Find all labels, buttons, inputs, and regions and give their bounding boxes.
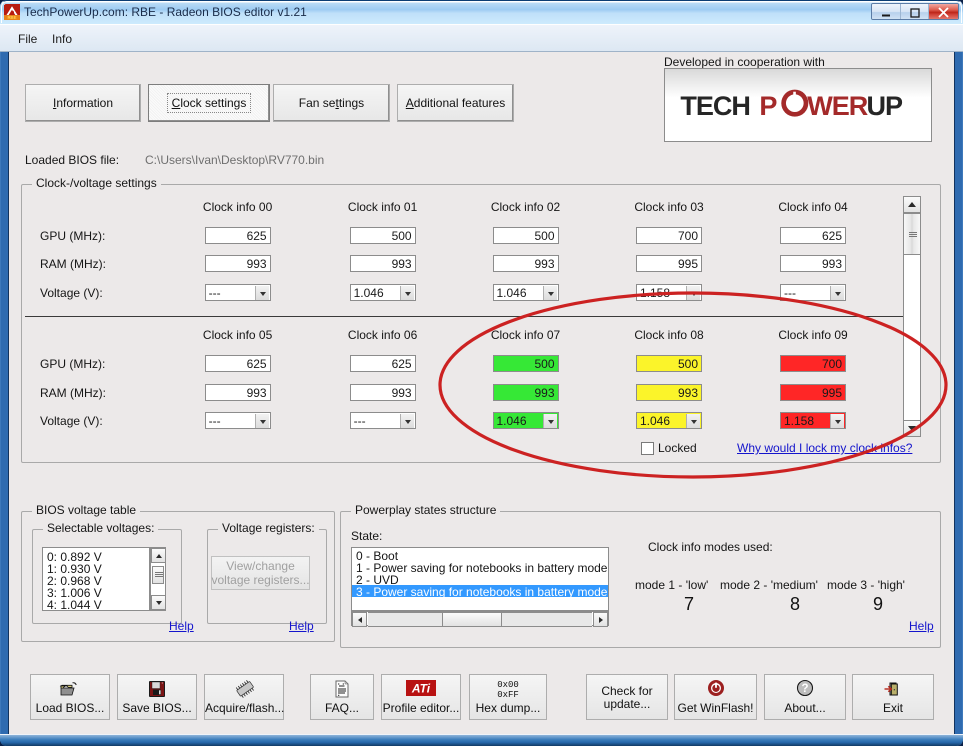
svg-text:TECH: TECH [680,91,749,121]
svg-text:ATi: ATi [411,682,431,696]
svg-text:WER: WER [807,91,867,121]
svg-text:?: ? [801,683,808,695]
svg-text:RBE: RBE [7,15,16,20]
svg-text:UP: UP [867,91,903,121]
svg-text:P: P [759,91,777,121]
